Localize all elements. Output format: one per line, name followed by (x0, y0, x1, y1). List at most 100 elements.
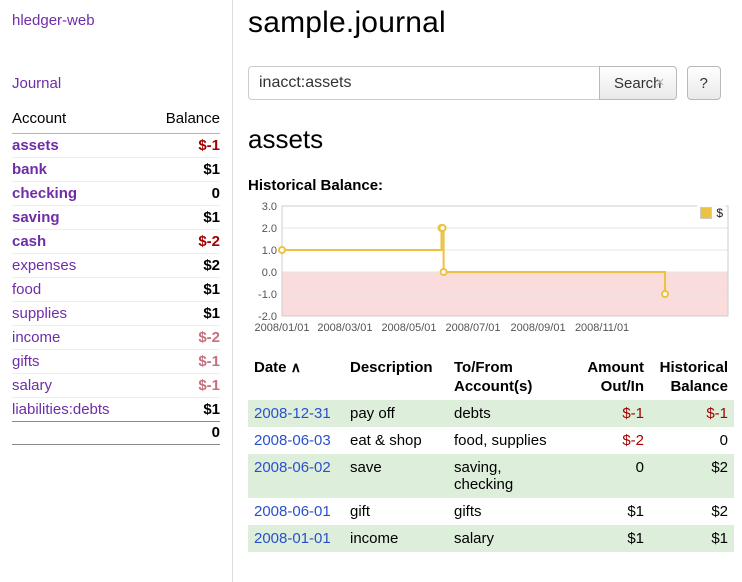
app-title-link[interactable]: hledger-web (12, 12, 95, 29)
data-point-marker (661, 290, 670, 298)
col-header-balance-line1: Historical (659, 359, 728, 376)
help-button[interactable]: ? (686, 66, 721, 100)
x-tick-label: 2008/07/01 (445, 322, 500, 334)
account-row: salary $-1 (12, 373, 220, 398)
account-link[interactable]: salary (12, 377, 53, 394)
accounts-total-row: 0 (12, 421, 220, 445)
date-link[interactable]: 2008-01-01 (254, 529, 331, 547)
account-row: expenses $2 (12, 253, 220, 278)
account-row: gifts $-1 (12, 349, 220, 374)
account-link[interactable]: liabilities:debts (12, 401, 110, 418)
row-description: gift (350, 502, 371, 520)
search-input[interactable] (248, 66, 600, 100)
row-accounts: salary (454, 529, 495, 547)
row-balance: $2 (711, 458, 728, 476)
row-balance: $-1 (706, 404, 728, 422)
date-link[interactable]: 2008-12-31 (254, 404, 331, 422)
x-tick-label: 2008/03/01 (317, 322, 372, 334)
col-header-amount: Amount Out/In (574, 356, 650, 400)
account-link[interactable]: bank (12, 161, 48, 178)
sort-ascending-icon: ∧ (290, 359, 301, 375)
col-header-accounts-line2: Account(s) (454, 377, 533, 395)
row-amount: $1 (627, 502, 644, 520)
row-accounts: saving, checking (454, 458, 514, 493)
col-header-date-label: Date (254, 359, 287, 376)
row-date: 2008-12-31 (248, 400, 344, 427)
account-link[interactable]: gifts (12, 353, 40, 370)
account-row: supplies $1 (12, 301, 220, 326)
historical-balance-chart: 3.0 2.0 1.0 0.0 -1.0 -2.0 2008/01/01 2008/03/01… (248, 200, 735, 340)
data-point-marker (278, 246, 286, 254)
account-link[interactable]: saving (12, 209, 60, 226)
account-link[interactable]: expenses (12, 257, 77, 274)
legend-swatch-icon (700, 207, 713, 219)
main-content: sample.journal × Search ? assets Histori… (234, 0, 742, 582)
account-row: income $-2 (12, 325, 220, 350)
row-amount: 0 (635, 458, 644, 476)
col-header-amount-line2: Out/In (600, 377, 644, 395)
row-description: pay off (350, 404, 395, 422)
x-tick-label: 2008/01/01 (254, 322, 309, 334)
accounts-total-spacer (12, 421, 146, 445)
account-balance: 0 (145, 181, 220, 206)
row-amount: $-1 (622, 404, 644, 422)
sidebar: hledger-web Journal Account Balance asse… (0, 0, 233, 582)
data-point-marker (439, 268, 448, 276)
date-link[interactable]: 2008-06-01 (254, 502, 331, 520)
accounts-col-account: Account (12, 106, 146, 134)
register-row: 2008-01-01 income salary $1 $1 (248, 524, 734, 552)
x-tick-label: 2008/09/01 (511, 322, 566, 334)
accounts-col-balance: Balance (145, 106, 220, 134)
register-table: Date ∧ Description To/From Account(s) Am… (248, 356, 734, 552)
search-form: × Search ? (248, 66, 734, 100)
account-balance: $-2 (145, 325, 220, 350)
row-description: save (350, 458, 382, 476)
register-row: 2008-06-01 gift gifts $1 $2 (248, 498, 734, 525)
row-date: 2008-06-03 (248, 427, 344, 454)
x-tick-label: 2008/05/01 (381, 322, 436, 334)
search-box: × Search (248, 66, 677, 100)
register-row: 2008-06-02 save saving, checking 0 $2 (248, 453, 734, 498)
register-header-row: Date ∧ Description To/From Account(s) Am… (248, 356, 734, 400)
row-accounts: food, supplies (454, 431, 547, 449)
account-link[interactable]: supplies (12, 305, 68, 322)
page-title: sample.journal (248, 6, 446, 39)
y-tick-label: -2.0 (258, 311, 277, 323)
account-rows: assets $-1 bank $1 checking 0 saving $1 cash $-2 e… (12, 134, 220, 422)
account-link[interactable]: food (12, 281, 42, 298)
accounts-table: Account Balance assets $-1 bank $1 checking 0… (12, 106, 220, 445)
clear-search-icon[interactable]: × (655, 74, 665, 91)
y-tick-label: -1.0 (258, 289, 277, 301)
x-tick-label: 2008/11/01 (575, 322, 629, 334)
row-amount: $1 (627, 529, 644, 547)
row-description: eat & shop (350, 431, 422, 449)
account-link[interactable]: assets (12, 137, 59, 154)
col-header-balance-line2: Balance (670, 377, 728, 395)
col-header-accounts: To/From Account(s) (448, 356, 574, 400)
y-tick-label: 1.0 (262, 245, 277, 257)
account-row: saving $1 (12, 205, 220, 230)
col-header-date[interactable]: Date ∧ (248, 356, 344, 400)
data-point-marker (438, 224, 447, 232)
account-balance: $1 (145, 277, 220, 302)
account-row: cash $-2 (12, 229, 220, 254)
date-link[interactable]: 2008-06-02 (254, 458, 331, 476)
row-date: 2008-06-02 (248, 454, 344, 498)
account-balance: $-2 (145, 229, 220, 254)
sidebar-item-journal[interactable]: Journal (12, 75, 62, 92)
register-row: 2008-12-31 pay off debts $-1 $-1 (248, 399, 734, 427)
account-balance: $-1 (145, 349, 220, 374)
account-link[interactable]: cash (12, 233, 47, 250)
account-balance: $-1 (198, 137, 220, 154)
account-balance: $1 (145, 301, 220, 326)
account-row: assets $-1 (12, 134, 220, 158)
col-header-accounts-line1: To/From (454, 359, 513, 376)
account-row: bank $1 (12, 157, 220, 182)
account-row: food $1 (12, 277, 220, 302)
col-header-description: Description (350, 359, 433, 376)
account-link[interactable]: income (12, 329, 61, 346)
search-button[interactable]: Search (599, 66, 677, 100)
account-link[interactable]: checking (12, 185, 78, 202)
register-row: 2008-06-03 eat & shop food, supplies $-2 0 (248, 427, 734, 454)
date-link[interactable]: 2008-06-03 (254, 431, 331, 449)
